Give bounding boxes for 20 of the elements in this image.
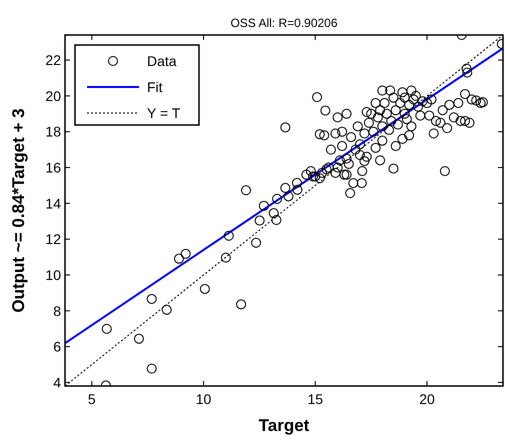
y-tick-label: 6: [53, 338, 62, 355]
x-tick-label: 10: [196, 391, 212, 407]
x-axis-title: Target: [258, 416, 310, 435]
y-tick-label: 12: [45, 231, 62, 248]
y-tick-label: 22: [45, 52, 62, 68]
legend-label: Data: [147, 53, 177, 69]
x-tick-label: 5: [88, 391, 96, 407]
y-tick-label: 18: [45, 124, 62, 140]
y-tick-label: 4: [53, 374, 62, 390]
x-tick-label: 15: [307, 391, 324, 407]
legend-label: Fit: [147, 79, 163, 95]
y-tick-label: 16: [45, 160, 62, 176]
y-axis-title: Output ~= 0.84*Target + 3: [9, 108, 28, 313]
y-tick-label: 20: [45, 88, 62, 104]
legend-label: Y = T: [147, 105, 181, 121]
chart-title: OSS All: R=0.90206: [230, 16, 338, 30]
y-tick-label: 8: [53, 302, 62, 319]
y-tick-label: 10: [45, 266, 62, 283]
x-tick-label: 20: [419, 391, 436, 407]
y-tick-label: 14: [45, 195, 62, 212]
